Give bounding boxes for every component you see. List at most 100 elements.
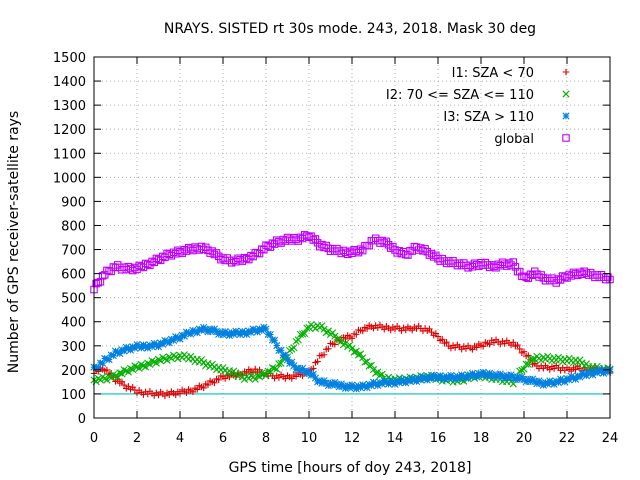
legend-label: I2: 70 <= SZA <= 110 (386, 88, 534, 103)
data-point-glyph (174, 334, 182, 342)
data-point (92, 279, 100, 288)
data-point (363, 325, 371, 333)
data-point (439, 336, 446, 343)
data-point-glyph (303, 324, 311, 332)
data-point (258, 326, 266, 335)
data-point-glyph (191, 327, 199, 336)
data-point-glyph (406, 377, 414, 385)
data-point-glyph (427, 374, 436, 383)
data-point (199, 245, 208, 254)
data-point-glyph (144, 344, 152, 352)
plot-frame (93, 56, 611, 419)
y-tick-label: 1300 (53, 99, 86, 114)
data-point-glyph (353, 331, 360, 338)
data-point (479, 343, 487, 350)
data-point-glyph (386, 244, 395, 252)
data-point-glyph (561, 378, 569, 386)
data-point (152, 359, 160, 367)
data-point-glyph (146, 360, 154, 369)
data-point-glyph (109, 351, 117, 360)
data-point (445, 374, 453, 382)
data-point-glyph (135, 364, 143, 372)
series-group (90, 231, 614, 400)
data-point (531, 355, 539, 363)
data-point (359, 327, 366, 335)
data-point-glyph (331, 332, 339, 340)
data-point-glyph (227, 259, 236, 267)
tick-labels: 0100200300400500600700800900100011001200… (53, 51, 618, 446)
data-point-glyph (599, 369, 608, 377)
legend-marker (562, 90, 570, 98)
data-point (378, 236, 386, 245)
data-point (429, 253, 438, 261)
data-point-glyph (473, 373, 481, 381)
data-point (135, 364, 143, 372)
data-point (516, 367, 524, 375)
data-point-glyph (294, 336, 302, 344)
data-point (273, 341, 281, 350)
data-point (331, 332, 339, 340)
data-point-glyph (516, 345, 523, 353)
data-point (187, 330, 195, 338)
data-point-glyph (221, 375, 229, 382)
data-point-glyph (423, 376, 431, 384)
chart-title: NRAYS. SISTED rt 30s mode. 243, 2018. Ma… (164, 21, 536, 37)
data-point (266, 331, 274, 339)
data-point (116, 349, 124, 358)
legend-marker (562, 68, 570, 76)
data-point (473, 344, 480, 351)
data-point (565, 376, 573, 384)
data-point (211, 379, 218, 387)
data-point (378, 370, 386, 378)
data-point-glyph (419, 247, 427, 255)
data-point (314, 378, 322, 386)
data-point (275, 360, 283, 368)
data-point (148, 357, 156, 365)
data-point (589, 371, 597, 379)
data-point-glyph (96, 376, 105, 384)
data-point-glyph (114, 348, 122, 356)
data-point (593, 369, 601, 377)
data-point-glyph (509, 258, 517, 266)
y-tick-label: 1400 (53, 75, 86, 90)
data-point (550, 380, 558, 388)
data-point-glyph (601, 275, 610, 284)
data-point-glyph (369, 366, 378, 374)
data-point (580, 370, 588, 379)
data-point (116, 369, 124, 377)
data-point-glyph (357, 384, 365, 392)
data-point (94, 364, 102, 372)
data-point (163, 338, 171, 346)
data-point (180, 332, 188, 340)
data-point-glyph (194, 386, 201, 393)
data-point (225, 331, 234, 340)
data-point (378, 380, 386, 388)
x-tick-label: 24 (602, 431, 619, 446)
data-point (94, 278, 103, 287)
data-point-glyph (417, 376, 425, 384)
data-point (337, 337, 345, 346)
data-point-glyph (365, 241, 373, 250)
data-point-glyph (243, 330, 251, 339)
data-point-glyph (103, 376, 111, 384)
data-point-glyph (286, 359, 294, 368)
data-point-glyph (391, 380, 399, 388)
data-point-glyph (245, 374, 253, 382)
data-point-glyph (262, 371, 270, 380)
data-point-glyph (163, 338, 171, 346)
data-point-glyph (105, 355, 113, 364)
data-point-glyph (520, 348, 528, 355)
data-point (311, 324, 320, 333)
data-point-glyph (182, 328, 191, 336)
data-point (357, 384, 365, 392)
data-point (554, 378, 562, 387)
data-point (363, 384, 371, 392)
data-point-glyph (120, 347, 128, 355)
data-point (255, 373, 264, 381)
data-point (434, 333, 442, 340)
data-point (510, 339, 517, 346)
data-point-glyph (341, 339, 350, 347)
data-point (404, 251, 412, 259)
data-point (314, 358, 321, 365)
data-point-glyph (367, 361, 375, 369)
